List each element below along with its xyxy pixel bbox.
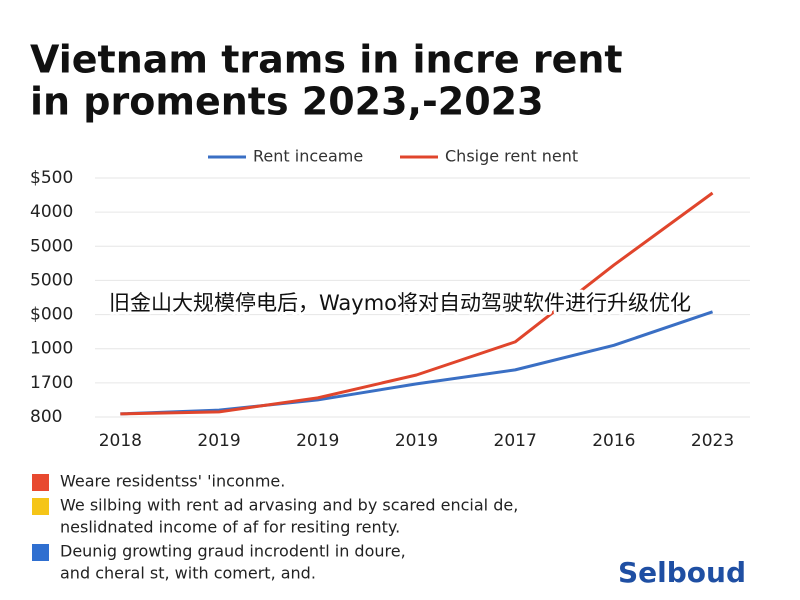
note-swatch xyxy=(32,544,49,561)
x-tick-label: 2017 xyxy=(494,431,537,451)
y-tick-label: 1000 xyxy=(30,339,73,359)
note-text: We silbing with rent ad arvasing and by … xyxy=(60,496,518,515)
legend-label: Rent inceame xyxy=(253,147,363,166)
x-tick-label: 2016 xyxy=(592,431,635,451)
series-line xyxy=(120,191,714,416)
x-tick-label: 2019 xyxy=(296,431,339,451)
x-tick-label: 2023 xyxy=(691,431,734,451)
y-tick-label: $500 xyxy=(30,168,73,188)
y-tick-label: 5000 xyxy=(30,270,73,290)
note-text: and cheral st, with comert, and. xyxy=(60,564,316,583)
y-tick-label: 1700 xyxy=(30,373,73,393)
note-swatch xyxy=(32,474,49,491)
y-tick-label: 4000 xyxy=(30,202,73,222)
x-tick-label: 2019 xyxy=(395,431,438,451)
series-line xyxy=(120,310,714,416)
caption: 旧金山大规模停电后，Waymo将对自动驾驶软件进行升级优化 xyxy=(109,291,691,315)
note-text: neslidnated income of af for resiting re… xyxy=(60,518,400,537)
legend-label: Chsige rent nent xyxy=(445,147,578,166)
chart-title: Vietnam trams in incre rent xyxy=(30,38,623,82)
x-tick-label: 2018 xyxy=(99,431,142,451)
y-tick-label: $000 xyxy=(30,305,73,325)
note-text: Deunig growting graud incrodentl in dour… xyxy=(60,542,406,561)
y-tick-label: 5000 xyxy=(30,236,73,256)
x-tick-label: 2019 xyxy=(197,431,240,451)
chart-title: in proments 2023,-2023 xyxy=(30,80,544,124)
brand: Selboud xyxy=(618,556,746,589)
note-swatch xyxy=(32,498,49,515)
y-tick-label: 800 xyxy=(30,407,62,427)
note-text: Weare residentss' 'inconme. xyxy=(60,472,285,491)
